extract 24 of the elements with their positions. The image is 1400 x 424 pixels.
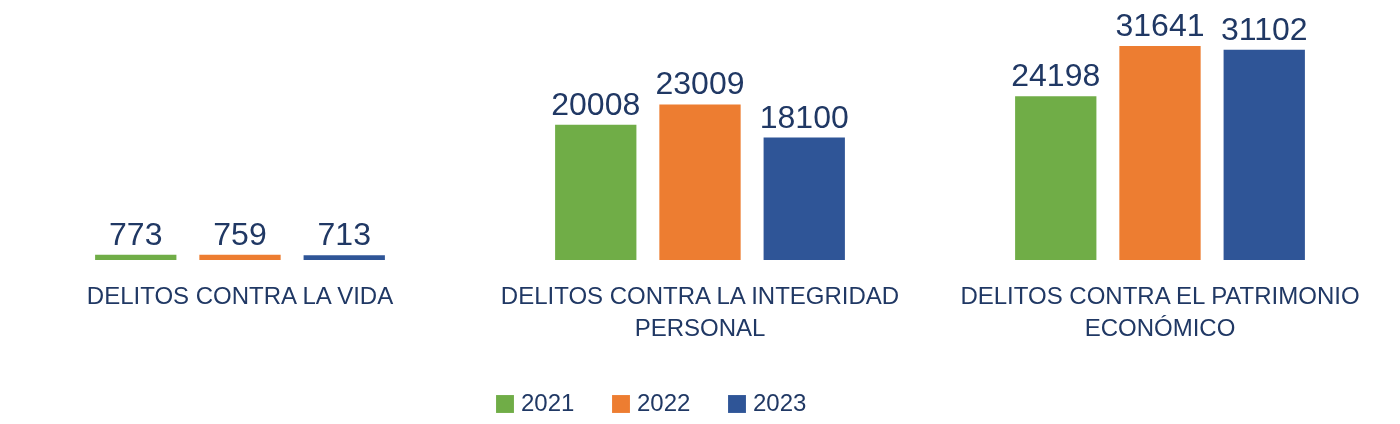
data-label: 18100 bbox=[759, 98, 849, 135]
bar bbox=[1015, 96, 1097, 260]
bar bbox=[1223, 49, 1305, 260]
data-label: 23009 bbox=[655, 65, 745, 102]
bar bbox=[303, 255, 385, 260]
x-tick-label: DELITOS CONTRA LA INTEGRIDAD PERSONAL bbox=[500, 281, 900, 341]
legend-label: 2022 bbox=[637, 389, 691, 416]
data-label: 20008 bbox=[551, 85, 641, 122]
x-tick-label: DELITOS CONTRA LA VIDA bbox=[86, 281, 394, 309]
data-label: 773 bbox=[109, 215, 163, 252]
bar bbox=[763, 137, 845, 260]
bar bbox=[555, 124, 637, 260]
data-label: 713 bbox=[317, 216, 371, 253]
data-label: 31641 bbox=[1115, 7, 1205, 43]
bar bbox=[659, 104, 741, 260]
x-tick-label: DELITOS CONTRA EL PATRIMONIO ECONÓMICO bbox=[960, 281, 1360, 341]
data-label: 24198 bbox=[1011, 57, 1101, 94]
bar bbox=[1119, 46, 1201, 260]
bar bbox=[199, 254, 281, 260]
bar bbox=[95, 254, 177, 260]
legend-label: 2023 bbox=[753, 389, 807, 416]
data-label: 31102 bbox=[1220, 10, 1308, 47]
data-label: 759 bbox=[213, 215, 267, 252]
legend-label: 2021 bbox=[521, 389, 575, 416]
